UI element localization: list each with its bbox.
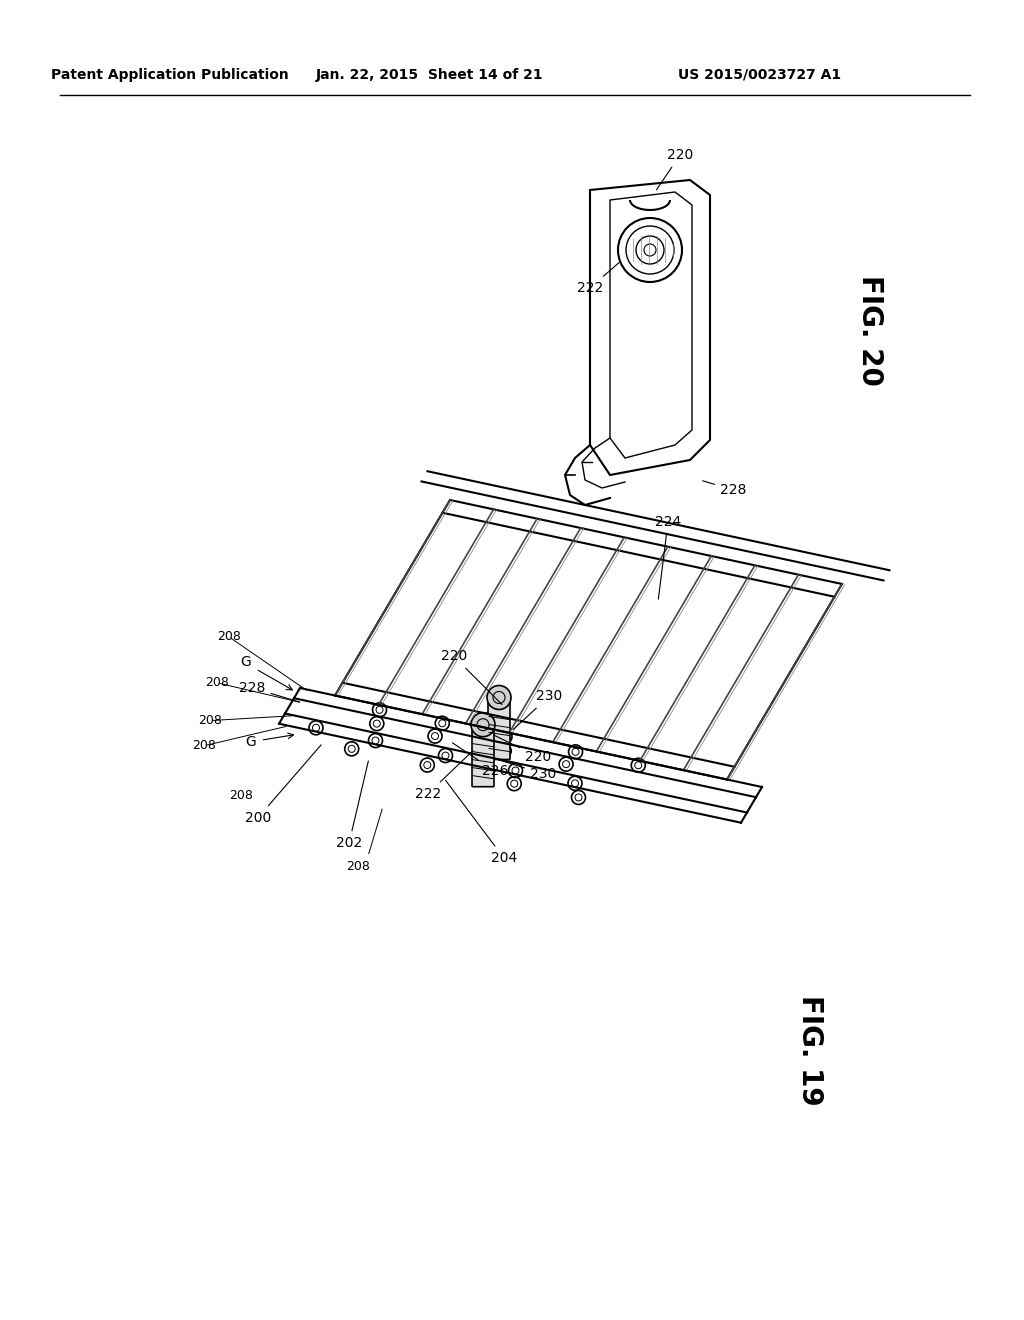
Text: 220: 220 bbox=[656, 148, 693, 190]
Text: FIG. 20: FIG. 20 bbox=[856, 275, 884, 385]
Text: 224: 224 bbox=[655, 515, 681, 599]
Text: 220: 220 bbox=[441, 649, 502, 705]
Text: 208: 208 bbox=[206, 676, 229, 689]
Text: G: G bbox=[241, 655, 251, 669]
Text: 200: 200 bbox=[245, 744, 322, 825]
Text: G: G bbox=[245, 735, 256, 750]
FancyBboxPatch shape bbox=[472, 730, 494, 787]
Text: 202: 202 bbox=[336, 762, 369, 850]
Text: 228: 228 bbox=[702, 480, 746, 498]
Text: Jan. 22, 2015  Sheet 14 of 21: Jan. 22, 2015 Sheet 14 of 21 bbox=[316, 69, 544, 82]
Text: 230: 230 bbox=[498, 759, 556, 780]
Circle shape bbox=[471, 713, 495, 737]
Text: 208: 208 bbox=[198, 714, 222, 727]
Text: 208: 208 bbox=[346, 859, 370, 873]
Text: Patent Application Publication: Patent Application Publication bbox=[51, 69, 289, 82]
Text: 208: 208 bbox=[191, 739, 216, 752]
Text: 208: 208 bbox=[217, 630, 241, 643]
Circle shape bbox=[487, 685, 511, 710]
Text: 226: 226 bbox=[453, 743, 508, 779]
Text: FIG. 19: FIG. 19 bbox=[796, 995, 824, 1105]
Text: 220: 220 bbox=[494, 735, 551, 764]
Text: 222: 222 bbox=[577, 261, 620, 294]
FancyBboxPatch shape bbox=[488, 702, 510, 759]
Text: 222: 222 bbox=[415, 751, 473, 801]
Text: 228: 228 bbox=[240, 681, 300, 702]
Text: US 2015/0023727 A1: US 2015/0023727 A1 bbox=[679, 69, 842, 82]
Text: 204: 204 bbox=[445, 780, 517, 865]
Text: 230: 230 bbox=[513, 689, 562, 730]
Text: 208: 208 bbox=[229, 789, 253, 801]
